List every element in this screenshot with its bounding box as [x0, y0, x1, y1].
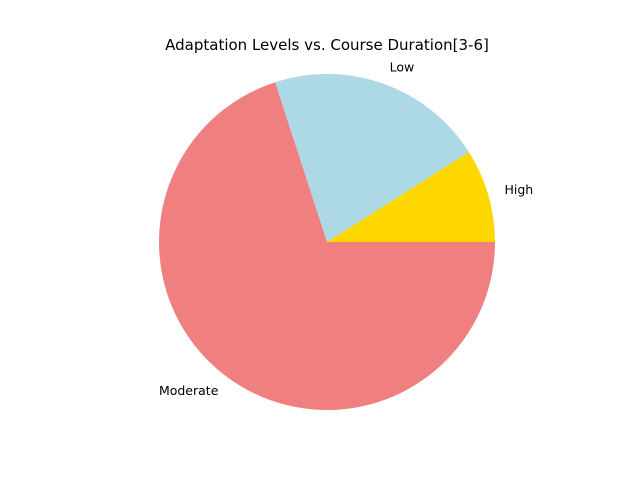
- pie-labels: High Low Moderate: [159, 60, 533, 398]
- chart-title: Adaptation Levels vs. Course Duration[3-…: [165, 36, 489, 54]
- pie-slices: [158, 73, 495, 410]
- pie-slice-high: [327, 151, 495, 242]
- pie-label-moderate: Moderate: [159, 383, 219, 398]
- pie-slice-moderate: [158, 82, 495, 410]
- pie-slice-low: [275, 73, 469, 242]
- pie-label-high: High: [505, 182, 534, 197]
- pie-label-low: Low: [390, 60, 415, 75]
